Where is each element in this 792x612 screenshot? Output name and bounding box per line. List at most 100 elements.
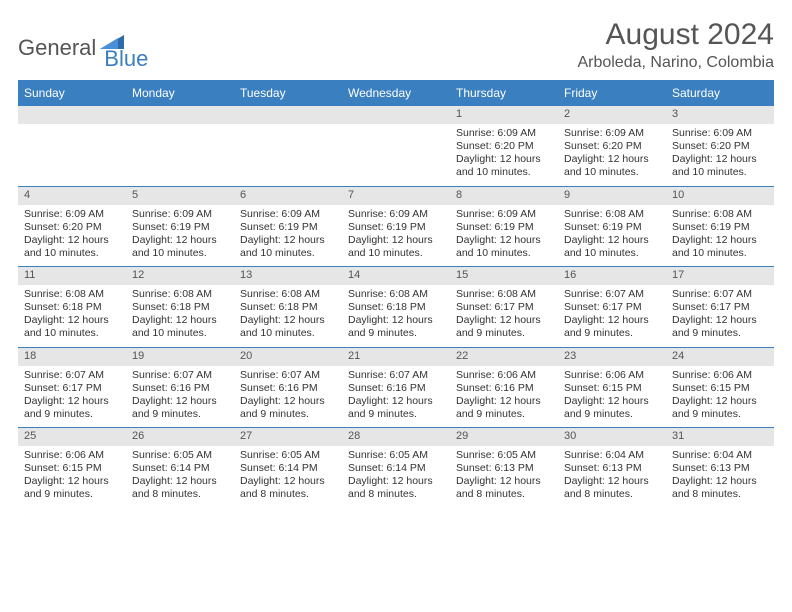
day-cell-body xyxy=(126,124,234,133)
day-number: 7 xyxy=(342,187,450,205)
day-cell-body xyxy=(18,124,126,133)
day-header: Tuesday xyxy=(234,82,342,105)
day-header: Saturday xyxy=(666,82,774,105)
day-cell: Sunrise: 6:04 AMSunset: 6:13 PMDaylight:… xyxy=(558,446,666,508)
day-cell xyxy=(18,124,126,186)
day-cell-body: Sunrise: 6:09 AMSunset: 6:19 PMDaylight:… xyxy=(450,205,558,267)
day-number xyxy=(126,106,234,124)
sunset-line: Sunset: 6:13 PM xyxy=(456,462,552,475)
day-cell xyxy=(342,124,450,186)
daylight-line: Daylight: 12 hours and 10 minutes. xyxy=(456,234,552,260)
day-cell-body: Sunrise: 6:09 AMSunset: 6:20 PMDaylight:… xyxy=(450,124,558,186)
day-cell: Sunrise: 6:06 AMSunset: 6:15 PMDaylight:… xyxy=(18,446,126,508)
sunset-line: Sunset: 6:18 PM xyxy=(240,301,336,314)
sunrise-line: Sunrise: 6:09 AM xyxy=(564,127,660,140)
daylight-line: Daylight: 12 hours and 10 minutes. xyxy=(132,314,228,340)
day-cell: Sunrise: 6:09 AMSunset: 6:19 PMDaylight:… xyxy=(450,205,558,267)
day-number: 4 xyxy=(18,187,126,205)
day-cell: Sunrise: 6:07 AMSunset: 6:16 PMDaylight:… xyxy=(234,366,342,428)
day-cell: Sunrise: 6:09 AMSunset: 6:20 PMDaylight:… xyxy=(18,205,126,267)
day-cell-body: Sunrise: 6:06 AMSunset: 6:15 PMDaylight:… xyxy=(18,446,126,508)
daylight-line: Daylight: 12 hours and 10 minutes. xyxy=(672,234,768,260)
daylight-line: Daylight: 12 hours and 10 minutes. xyxy=(348,234,444,260)
sunrise-line: Sunrise: 6:07 AM xyxy=(564,288,660,301)
day-cell: Sunrise: 6:08 AMSunset: 6:18 PMDaylight:… xyxy=(234,285,342,347)
sunset-line: Sunset: 6:13 PM xyxy=(672,462,768,475)
daynum-row: 25262728293031 xyxy=(18,427,774,446)
daylight-line: Daylight: 12 hours and 10 minutes. xyxy=(132,234,228,260)
day-cell-body xyxy=(342,124,450,133)
day-number: 20 xyxy=(234,348,342,366)
sunrise-line: Sunrise: 6:06 AM xyxy=(672,369,768,382)
day-number: 5 xyxy=(126,187,234,205)
sunset-line: Sunset: 6:13 PM xyxy=(564,462,660,475)
sunset-line: Sunset: 6:17 PM xyxy=(672,301,768,314)
sunrise-line: Sunrise: 6:09 AM xyxy=(456,127,552,140)
sunrise-line: Sunrise: 6:08 AM xyxy=(456,288,552,301)
day-number: 24 xyxy=(666,348,774,366)
day-cell-body: Sunrise: 6:08 AMSunset: 6:18 PMDaylight:… xyxy=(126,285,234,347)
sunset-line: Sunset: 6:19 PM xyxy=(456,221,552,234)
day-cell-body: Sunrise: 6:05 AMSunset: 6:14 PMDaylight:… xyxy=(234,446,342,508)
day-cell: Sunrise: 6:07 AMSunset: 6:17 PMDaylight:… xyxy=(18,366,126,428)
week-row: Sunrise: 6:06 AMSunset: 6:15 PMDaylight:… xyxy=(18,446,774,508)
day-number: 12 xyxy=(126,267,234,285)
day-cell-body: Sunrise: 6:06 AMSunset: 6:15 PMDaylight:… xyxy=(558,366,666,428)
sunset-line: Sunset: 6:20 PM xyxy=(24,221,120,234)
day-cell-body: Sunrise: 6:06 AMSunset: 6:16 PMDaylight:… xyxy=(450,366,558,428)
sunrise-line: Sunrise: 6:09 AM xyxy=(672,127,768,140)
day-header: Monday xyxy=(126,82,234,105)
day-number: 31 xyxy=(666,428,774,446)
day-cell-body: Sunrise: 6:09 AMSunset: 6:19 PMDaylight:… xyxy=(126,205,234,267)
daynum-row: 11121314151617 xyxy=(18,266,774,285)
day-number: 15 xyxy=(450,267,558,285)
day-header: Sunday xyxy=(18,82,126,105)
day-cell-body: Sunrise: 6:05 AMSunset: 6:13 PMDaylight:… xyxy=(450,446,558,508)
daylight-line: Daylight: 12 hours and 10 minutes. xyxy=(672,153,768,179)
day-number: 6 xyxy=(234,187,342,205)
day-number: 26 xyxy=(126,428,234,446)
day-cell-body: Sunrise: 6:08 AMSunset: 6:18 PMDaylight:… xyxy=(234,285,342,347)
day-cell-body: Sunrise: 6:07 AMSunset: 6:16 PMDaylight:… xyxy=(234,366,342,428)
day-cell: Sunrise: 6:09 AMSunset: 6:19 PMDaylight:… xyxy=(126,205,234,267)
header: General Blue August 2024 Arboleda, Narin… xyxy=(18,18,774,72)
day-cell-body: Sunrise: 6:08 AMSunset: 6:18 PMDaylight:… xyxy=(18,285,126,347)
daylight-line: Daylight: 12 hours and 8 minutes. xyxy=(672,475,768,501)
sunset-line: Sunset: 6:18 PM xyxy=(348,301,444,314)
sunset-line: Sunset: 6:17 PM xyxy=(456,301,552,314)
sunrise-line: Sunrise: 6:07 AM xyxy=(240,369,336,382)
day-number: 9 xyxy=(558,187,666,205)
day-number: 23 xyxy=(558,348,666,366)
day-header: Wednesday xyxy=(342,82,450,105)
day-cell: Sunrise: 6:07 AMSunset: 6:17 PMDaylight:… xyxy=(558,285,666,347)
day-cell: Sunrise: 6:06 AMSunset: 6:15 PMDaylight:… xyxy=(558,366,666,428)
day-number: 3 xyxy=(666,106,774,124)
daylight-line: Daylight: 12 hours and 10 minutes. xyxy=(564,234,660,260)
daylight-line: Daylight: 12 hours and 9 minutes. xyxy=(24,395,120,421)
daylight-line: Daylight: 12 hours and 10 minutes. xyxy=(456,153,552,179)
daylight-line: Daylight: 12 hours and 9 minutes. xyxy=(24,475,120,501)
sunset-line: Sunset: 6:15 PM xyxy=(564,382,660,395)
day-number xyxy=(342,106,450,124)
day-number: 22 xyxy=(450,348,558,366)
day-cell-body: Sunrise: 6:07 AMSunset: 6:17 PMDaylight:… xyxy=(558,285,666,347)
sunset-line: Sunset: 6:14 PM xyxy=(132,462,228,475)
day-header-row: SundayMondayTuesdayWednesdayThursdayFrid… xyxy=(18,82,774,105)
day-cell: Sunrise: 6:09 AMSunset: 6:19 PMDaylight:… xyxy=(234,205,342,267)
day-cell-body: Sunrise: 6:05 AMSunset: 6:14 PMDaylight:… xyxy=(342,446,450,508)
day-number: 8 xyxy=(450,187,558,205)
sunset-line: Sunset: 6:16 PM xyxy=(132,382,228,395)
sunrise-line: Sunrise: 6:08 AM xyxy=(672,208,768,221)
day-cell: Sunrise: 6:07 AMSunset: 6:16 PMDaylight:… xyxy=(342,366,450,428)
week-row: Sunrise: 6:09 AMSunset: 6:20 PMDaylight:… xyxy=(18,205,774,267)
day-cell: Sunrise: 6:05 AMSunset: 6:14 PMDaylight:… xyxy=(342,446,450,508)
day-cell: Sunrise: 6:08 AMSunset: 6:18 PMDaylight:… xyxy=(126,285,234,347)
day-number: 11 xyxy=(18,267,126,285)
day-cell xyxy=(234,124,342,186)
sunrise-line: Sunrise: 6:06 AM xyxy=(24,449,120,462)
daynum-row: 123 xyxy=(18,105,774,124)
week-row: Sunrise: 6:09 AMSunset: 6:20 PMDaylight:… xyxy=(18,124,774,186)
week-row: Sunrise: 6:08 AM Sunset: 6:18 PM Daylight:… xyxy=(18,285,774,347)
day-cell: Sunrise: 6:08 AMSunset: 6:19 PMDaylight:… xyxy=(666,205,774,267)
daylight-line: Daylight: 12 hours and 10 minutes. xyxy=(24,234,120,260)
